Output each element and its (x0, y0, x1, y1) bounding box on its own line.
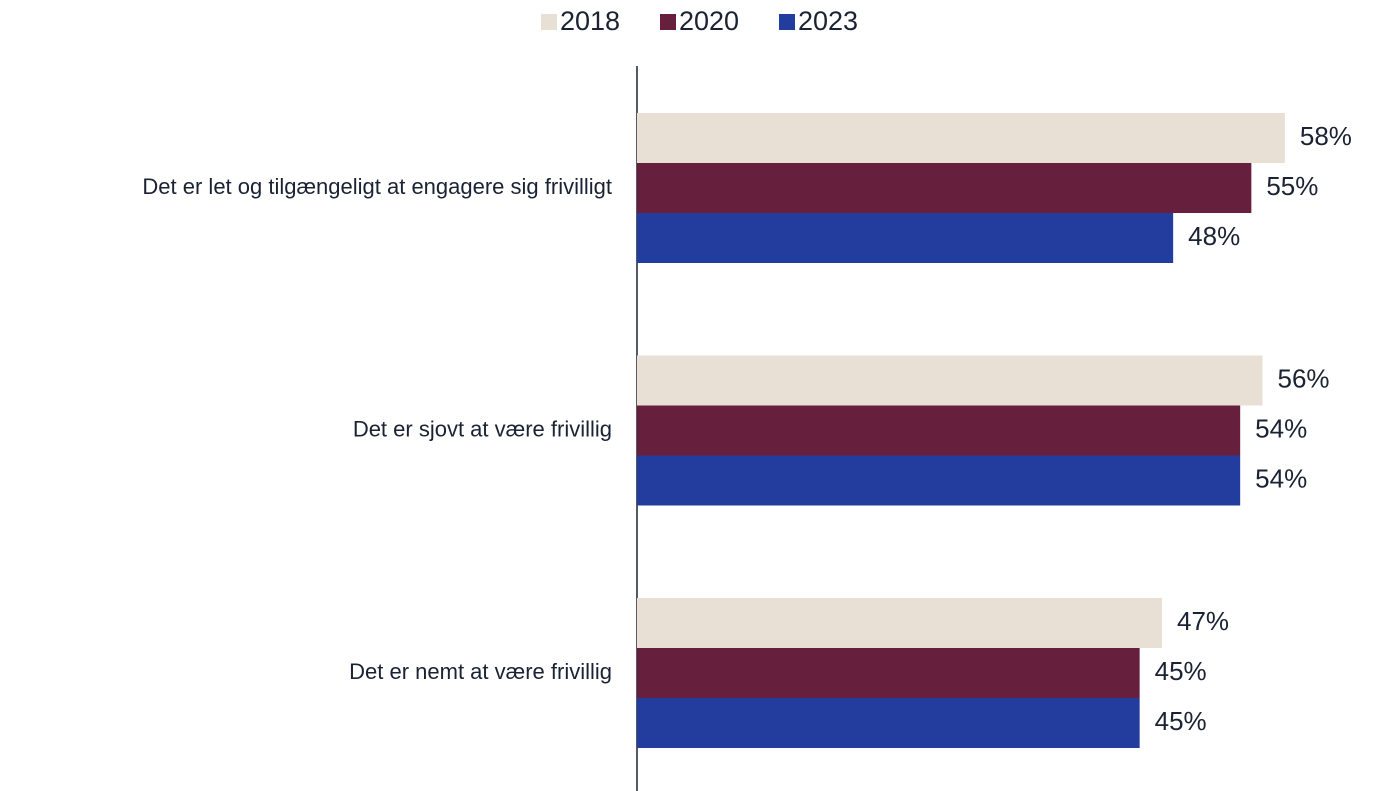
bar (637, 598, 1162, 648)
category-label: Det er sjovt at være frivillig (353, 416, 612, 441)
value-label: 45% (1155, 706, 1207, 736)
legend-swatch (541, 14, 557, 30)
bar (637, 355, 1263, 406)
bar (637, 648, 1140, 698)
value-label: 55% (1266, 171, 1318, 201)
value-label: 47% (1177, 606, 1229, 636)
bar (637, 113, 1285, 163)
legend-label: 2023 (798, 6, 858, 36)
category-label: Det er let og tilgængeligt at engagere s… (142, 174, 612, 199)
value-label: 54% (1255, 413, 1307, 443)
bar (637, 213, 1174, 263)
bar (637, 455, 1241, 506)
bar (637, 163, 1252, 213)
value-label: 48% (1188, 221, 1240, 251)
legend-swatch (660, 14, 676, 30)
bar (637, 405, 1241, 456)
category-label: Det er nemt at være frivillig (349, 659, 612, 684)
legend-label: 2018 (560, 6, 620, 36)
value-label: 54% (1255, 463, 1307, 493)
legend-swatch (779, 14, 795, 30)
bar (637, 698, 1140, 748)
value-label: 58% (1300, 121, 1352, 151)
value-label: 45% (1155, 656, 1207, 686)
value-label: 56% (1278, 363, 1330, 393)
legend-label: 2020 (679, 6, 739, 36)
